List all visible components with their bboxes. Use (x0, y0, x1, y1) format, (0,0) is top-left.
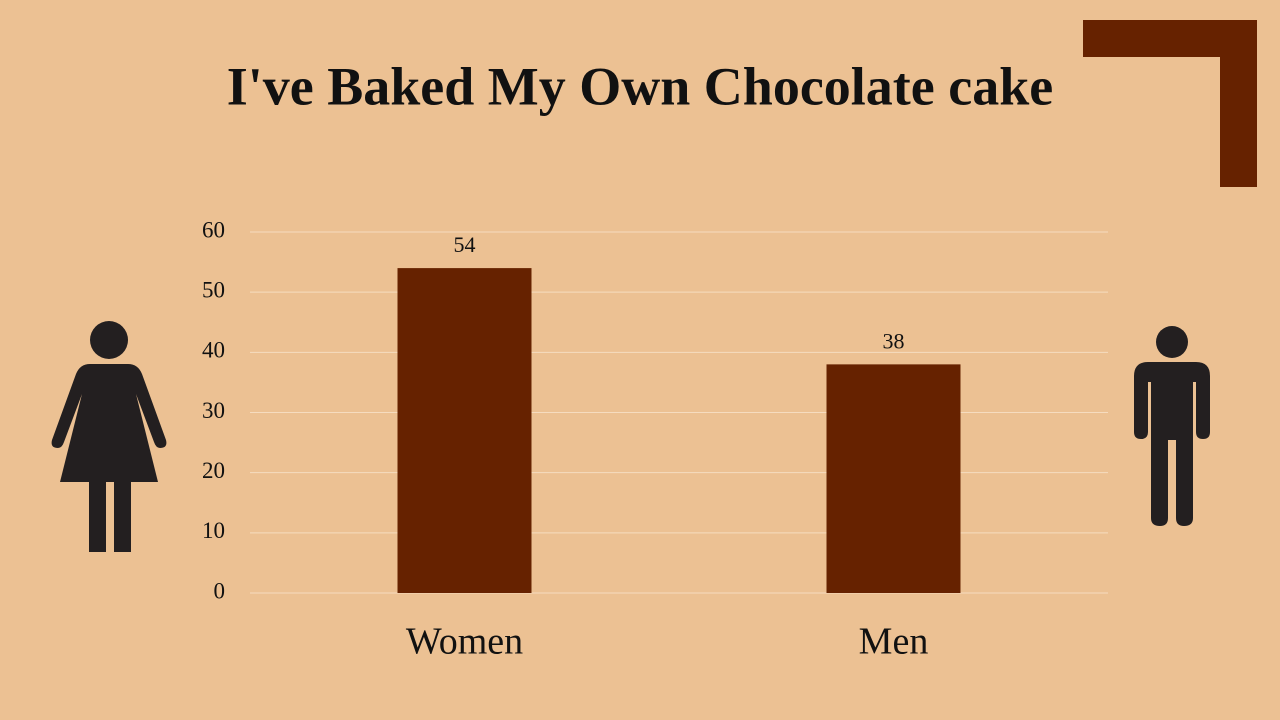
man-icon (1134, 326, 1210, 526)
chart-title: I've Baked My Own Chocolate cake (227, 56, 1053, 116)
data-label: 54 (454, 232, 476, 257)
y-tick-label: 60 (202, 217, 225, 242)
corner-bracket (1083, 20, 1257, 187)
data-label: 38 (883, 328, 905, 353)
y-tick-label: 30 (202, 398, 225, 423)
woman-icon (51, 321, 167, 552)
x-tick-label: Men (859, 621, 929, 663)
bar (826, 364, 961, 593)
x-tick-label: Women (406, 621, 523, 663)
y-tick-label: 40 (202, 338, 225, 363)
bar (397, 268, 532, 593)
y-tick-label: 20 (202, 458, 225, 483)
y-tick-label: 0 (214, 578, 226, 603)
y-tick-label: 10 (202, 518, 225, 543)
y-tick-label: 50 (202, 277, 225, 302)
